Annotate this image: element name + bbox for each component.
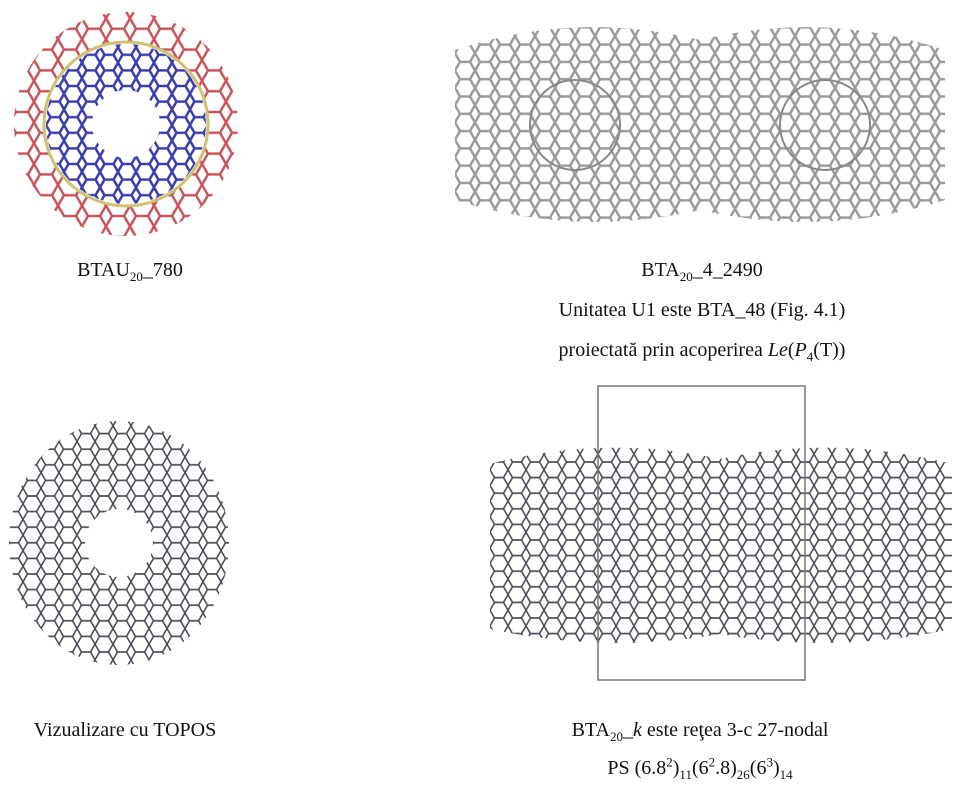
caption-text: _780	[143, 259, 183, 281]
caption-text: P	[795, 339, 807, 361]
caption-text: (	[788, 339, 795, 361]
caption-text: PS (6.8	[607, 757, 666, 779]
caption-text: BTAU	[77, 259, 130, 281]
molecule-image	[10, 8, 242, 240]
caption-text: )	[773, 757, 780, 779]
caption-text: 11	[679, 767, 692, 782]
caption-text: Vizualizare cu TOPOS	[34, 719, 216, 741]
caption-text: 20	[130, 269, 143, 284]
caption-text: Unitatea U1 este BTA_48 (Fig. 4.1)	[559, 299, 846, 321]
caption-text: 20	[610, 729, 623, 744]
caption-text: _	[623, 719, 633, 741]
caption-text: este reţea 3-c 27-nodal	[642, 719, 829, 741]
caption-line: proiectată prin acoperirea Le(P4(T))	[492, 338, 912, 362]
molecule-image	[455, 10, 945, 238]
caption-line: PS (6.82)11(62.8)26(63)14	[490, 756, 910, 780]
caption-text: (T))	[813, 339, 845, 361]
molecule-image	[5, 418, 233, 668]
caption-text: (6	[692, 757, 709, 779]
caption-text: (6	[750, 757, 767, 779]
molecule-image	[490, 384, 952, 682]
caption-text: _4_2490	[693, 259, 763, 281]
caption-text: 26	[737, 767, 750, 782]
figure-page: BTAU20_780BTA20_4_2490Unitatea U1 este B…	[0, 0, 961, 787]
caption-text: .8)	[715, 757, 737, 779]
caption-line: BTAU20_780	[0, 258, 340, 282]
caption-text: proiectată prin acoperirea	[559, 339, 768, 361]
caption-text: 14	[780, 767, 793, 782]
caption-text: BTA	[641, 259, 679, 281]
caption-text: BTA	[572, 719, 610, 741]
caption-text: Le	[768, 339, 788, 361]
caption-line: Unitatea U1 este BTA_48 (Fig. 4.1)	[492, 298, 912, 322]
caption-line: BTA20_k este reţea 3-c 27-nodal	[490, 718, 910, 742]
caption-text: k	[633, 719, 642, 741]
caption-line: Vizualizare cu TOPOS	[0, 718, 335, 742]
caption-text: 20	[680, 269, 693, 284]
caption-line: BTA20_4_2490	[492, 258, 912, 282]
